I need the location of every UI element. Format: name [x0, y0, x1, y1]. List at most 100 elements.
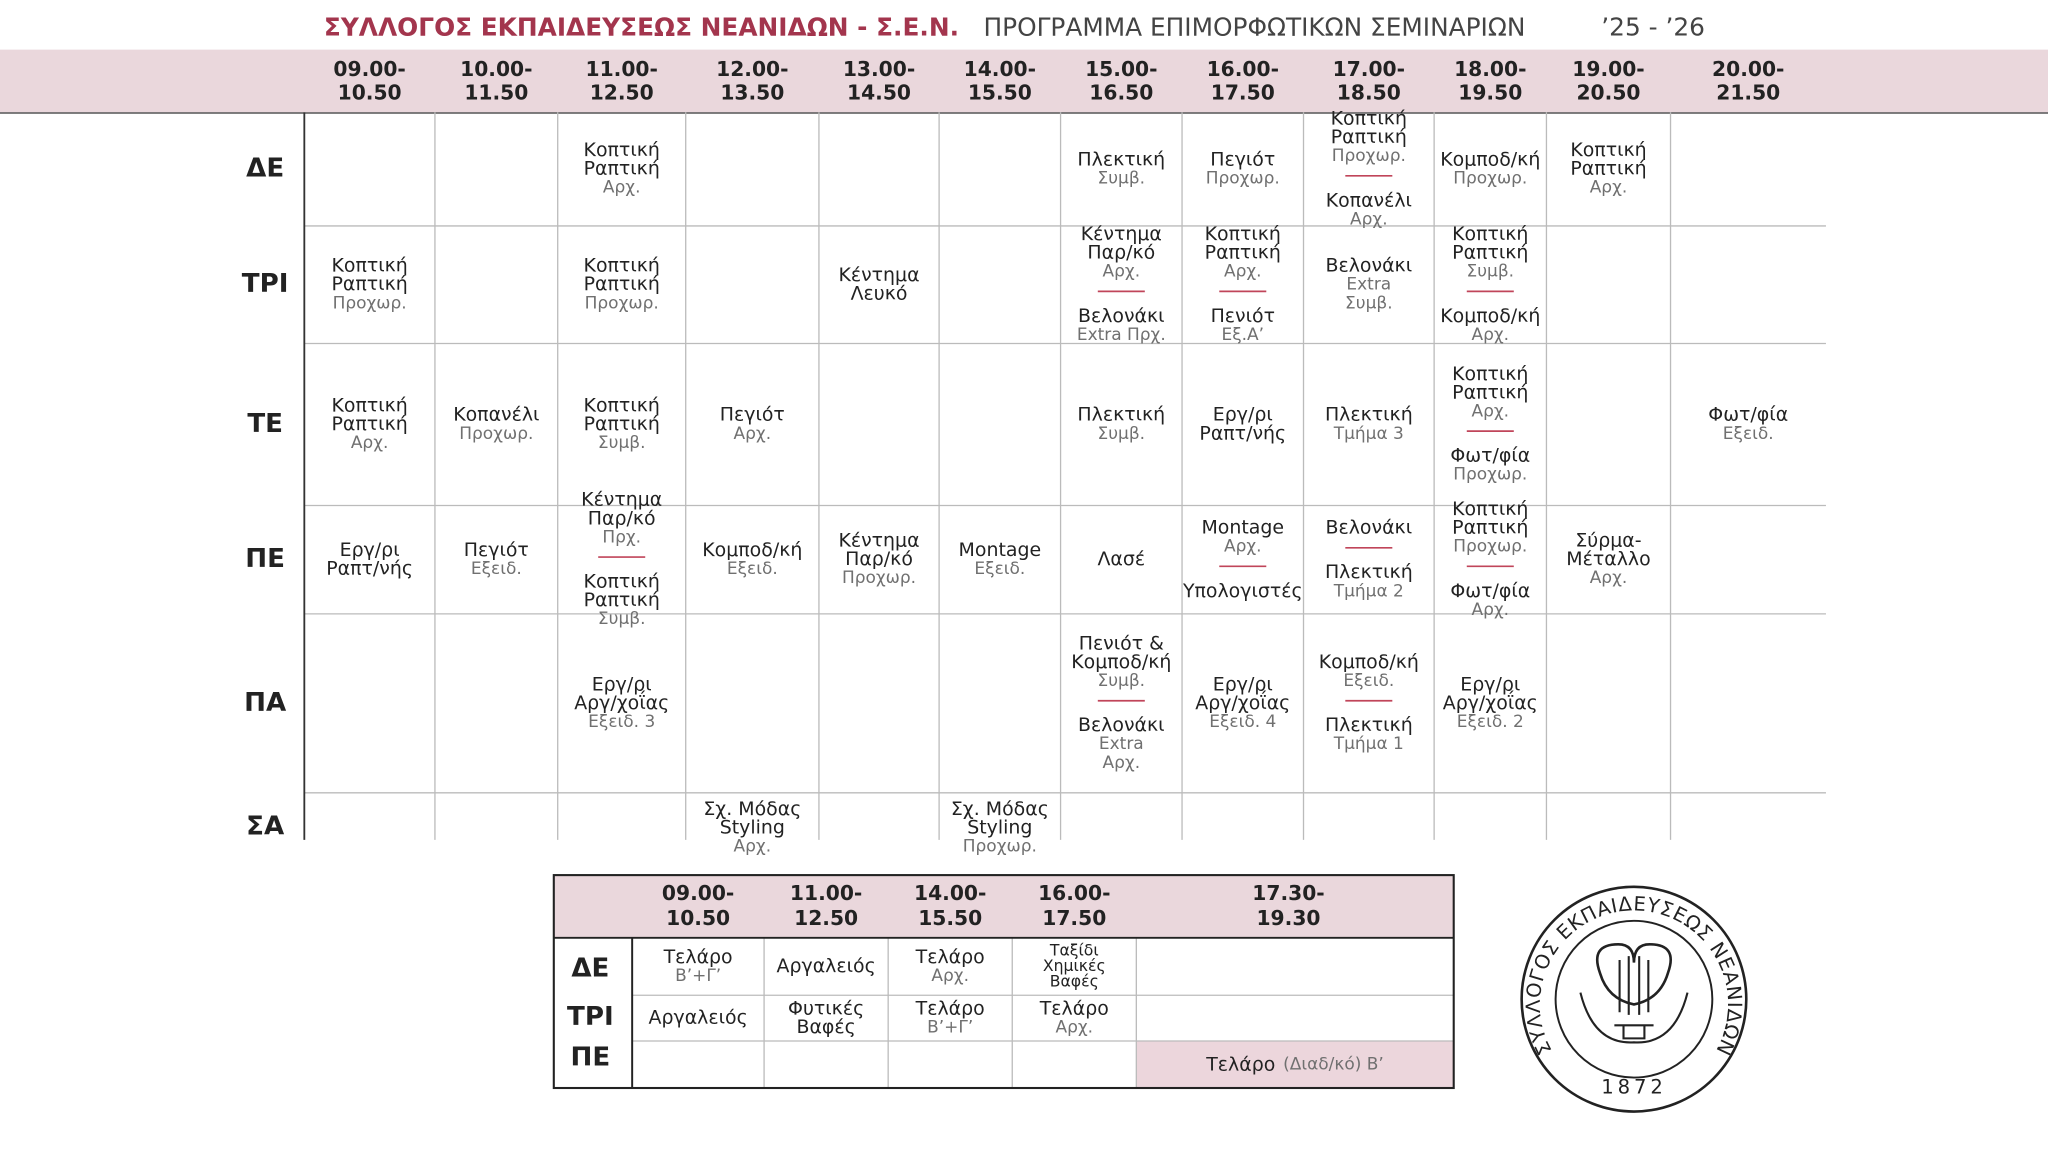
course-level: Β’+Γ’ [675, 966, 721, 986]
time-label: 10.50 [666, 906, 730, 930]
course-level: Συμβ. [598, 609, 646, 629]
course-name: Υπολογιστές [1182, 580, 1303, 602]
course-name: Ραπτική [584, 158, 660, 180]
second-header-band [553, 875, 1454, 938]
course-name: Κοπτική [331, 255, 407, 277]
course-name: Ραπτική [584, 589, 660, 611]
course-name: Montage [1201, 517, 1284, 539]
course-level: Αρχ. [1590, 178, 1628, 198]
course-name: Ραπτική [332, 413, 408, 435]
course-name: Εργ/ρι [1213, 404, 1273, 426]
course-level: Αρχ. [1224, 537, 1262, 557]
logo-lyre [1595, 943, 1672, 1006]
course-level: Εξειδ. [1343, 671, 1394, 691]
page-title: ΠΡΟΓΡΑΜΜΑ ΕΠΙΜΟΡΦΩΤΙΚΩΝ ΣΕΜΙΝΑΡΙΩΝ [984, 13, 1526, 42]
header-band [0, 49, 2048, 113]
course-level: Αρχ. [1471, 600, 1509, 620]
course-name: Τελάρο [915, 946, 985, 968]
course-name: Πλεκτική [1077, 148, 1165, 170]
time-label: 12.50 [794, 906, 858, 930]
course-level: Προχωρ. [963, 837, 1037, 857]
course-level: Προχωρ. [1453, 465, 1527, 485]
course-name: Κοπτική [1570, 139, 1646, 161]
course-level: Προχωρ. [1453, 537, 1527, 557]
course-level: Αρχ. [1590, 568, 1628, 588]
course-name: Κομποδ/κή [702, 539, 802, 561]
time-label: 15.50 [968, 81, 1032, 105]
course-name: Φωτ/φία [1450, 445, 1530, 467]
course-level: Αρχ. [1471, 401, 1509, 421]
course-level: Εξειδ. 4 [1209, 712, 1276, 732]
course-level: Extra Πρχ. [1077, 325, 1166, 345]
course-level: Προχωρ. [1332, 146, 1406, 166]
course-name: Κομποδ/κή [1440, 305, 1540, 327]
course-name: Εργ/ρι [1460, 673, 1520, 695]
course-level: Αρχ. [734, 837, 772, 857]
course-name: Κομποδ/κή [1440, 148, 1540, 170]
time-label: 16.50 [1089, 81, 1153, 105]
course-name: Φυτικές [788, 997, 864, 1019]
course-level: Αρχ. [351, 433, 389, 453]
course-name: Styling [720, 817, 785, 839]
course-name: Βελονάκι [1078, 305, 1165, 327]
course-name: Βαφές [796, 1016, 855, 1038]
course-level: Αρχ. [1103, 753, 1141, 773]
time-label: 14.00- [914, 881, 986, 905]
course-level: (Διαδ/κό) Β’ [1283, 1054, 1384, 1074]
course-level: Extra [1099, 734, 1144, 754]
course-name: Βελονάκι [1326, 255, 1413, 277]
course-level: Τμήμα 2 [1333, 581, 1404, 601]
time-label: 11.00- [790, 881, 862, 905]
course-name: Τελάρο [663, 946, 733, 968]
course-level: Εξειδ. 2 [1457, 712, 1524, 732]
course-name: Ραπτ/νής [326, 557, 413, 579]
course-name: Ραπτική [584, 413, 660, 435]
course-name: Ραπτική [1570, 158, 1646, 180]
course-name: Κέντημα [1081, 223, 1162, 245]
course-name: Ραπτική [1205, 242, 1281, 264]
course-name: Πλεκτική [1325, 714, 1413, 736]
course-level: Συμβ. [1098, 168, 1146, 188]
time-label: 10.00- [460, 57, 532, 81]
course-name: Παρ/κό [845, 548, 913, 570]
time-label: 14.00- [964, 57, 1036, 81]
logo-inner-ring [1554, 919, 1714, 1079]
course-name: Παρ/κό [1087, 242, 1155, 264]
course-level: Προχωρ. [1206, 168, 1280, 188]
course-name: Ταξίδι [1049, 940, 1099, 959]
time-label: 11.00- [586, 57, 658, 81]
course-name: Εργ/ρι [592, 673, 652, 695]
course-level: Εξειδ. 3 [588, 712, 655, 732]
course-name: Τελάρο [1205, 1053, 1275, 1075]
course-name: Πενιότ & [1079, 632, 1164, 654]
course-name: Κοπανέλι [1326, 189, 1412, 211]
time-label: 18.50 [1337, 81, 1401, 105]
course-name: Φωτ/φία [1708, 404, 1788, 426]
day-label: ΠΕ [571, 1042, 611, 1072]
course-name: Τελάρο [915, 997, 985, 1019]
time-label: 17.50 [1211, 81, 1275, 105]
course-name: Κοπτική [584, 139, 660, 161]
course-name: Πλεκτική [1077, 404, 1165, 426]
course-name: Πεγιότ [720, 404, 785, 426]
time-label: 16.00- [1207, 57, 1279, 81]
day-label: ΠΑ [244, 688, 287, 718]
course-name: Κοπτική [584, 255, 660, 277]
course-name: Σχ. Μόδας [951, 798, 1049, 820]
course-name: Ραπτική [584, 273, 660, 295]
highlight-cell [1136, 1040, 1454, 1089]
course-name: Σύρμα- [1575, 530, 1641, 552]
course-name: Κοπτική [1331, 107, 1407, 129]
course-name: Φωτ/φία [1450, 580, 1530, 602]
course-name: Πενιότ [1211, 305, 1275, 327]
course-name: Εργ/ρι [1213, 673, 1273, 695]
course-name: Εργ/ρι [340, 539, 400, 561]
course-level: Αρχ. [734, 424, 772, 444]
course-level: Εξειδ. [727, 559, 778, 579]
course-level: Προχωρ. [1453, 168, 1527, 188]
time-label: 19.30 [1256, 906, 1320, 930]
course-name: Πεγιότ [1210, 148, 1275, 170]
course-level: Συμβ. [1345, 293, 1393, 313]
time-label: 09.00- [333, 57, 405, 81]
course-level: Συμβ. [1467, 262, 1515, 282]
